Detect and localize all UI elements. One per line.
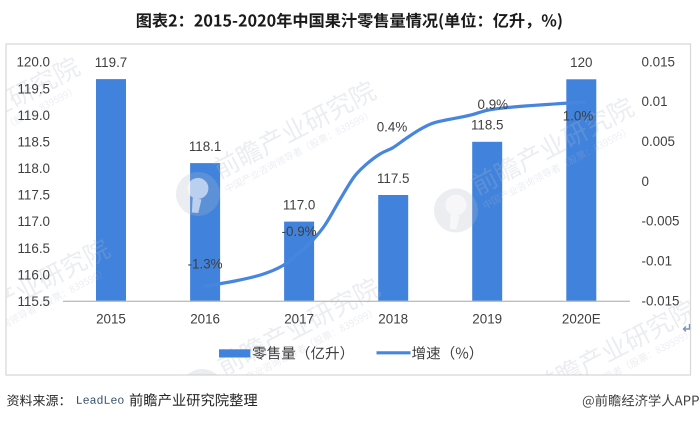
svg-text:0.4%: 0.4% — [377, 120, 408, 135]
svg-text:120: 120 — [570, 55, 592, 70]
svg-text:116.5: 116.5 — [17, 241, 50, 256]
svg-text:119.5: 119.5 — [17, 81, 50, 96]
svg-text:2020E: 2020E — [562, 311, 601, 326]
svg-text:2017: 2017 — [284, 311, 314, 326]
svg-text:119.0: 119.0 — [17, 108, 50, 123]
svg-text:118.0: 118.0 — [17, 161, 50, 176]
svg-text:119.7: 119.7 — [95, 55, 128, 70]
svg-text:120.0: 120.0 — [16, 55, 50, 70]
svg-text:117.5: 117.5 — [377, 171, 410, 186]
svg-text:117.0: 117.0 — [283, 197, 316, 212]
svg-text:2019: 2019 — [472, 311, 502, 326]
svg-text:0.01: 0.01 — [642, 94, 668, 109]
svg-text:116.0: 116.0 — [17, 267, 50, 282]
svg-text:0.005: 0.005 — [642, 134, 676, 149]
svg-text:1.0%: 1.0% — [563, 109, 594, 124]
svg-text:118.1: 118.1 — [189, 139, 222, 154]
svg-text:-0.015: -0.015 — [642, 293, 680, 308]
svg-text:115.5: 115.5 — [17, 294, 50, 309]
svg-text:2018: 2018 — [378, 311, 408, 326]
svg-text:0.9%: 0.9% — [478, 97, 509, 112]
svg-text:-0.01: -0.01 — [642, 254, 673, 269]
svg-text:2015: 2015 — [96, 311, 126, 326]
svg-text:2016: 2016 — [190, 311, 220, 326]
svg-text:117.0: 117.0 — [17, 214, 50, 229]
svg-text:118.5: 118.5 — [471, 118, 504, 133]
svg-text:117.5: 117.5 — [17, 188, 50, 203]
svg-text:-0.005: -0.005 — [642, 214, 680, 229]
svg-text:0.015: 0.015 — [642, 54, 676, 69]
svg-text:118.5: 118.5 — [17, 134, 50, 149]
svg-text:0: 0 — [642, 174, 649, 189]
svg-text:-1.3%: -1.3% — [188, 257, 223, 272]
svg-text:-0.9%: -0.9% — [282, 224, 317, 239]
